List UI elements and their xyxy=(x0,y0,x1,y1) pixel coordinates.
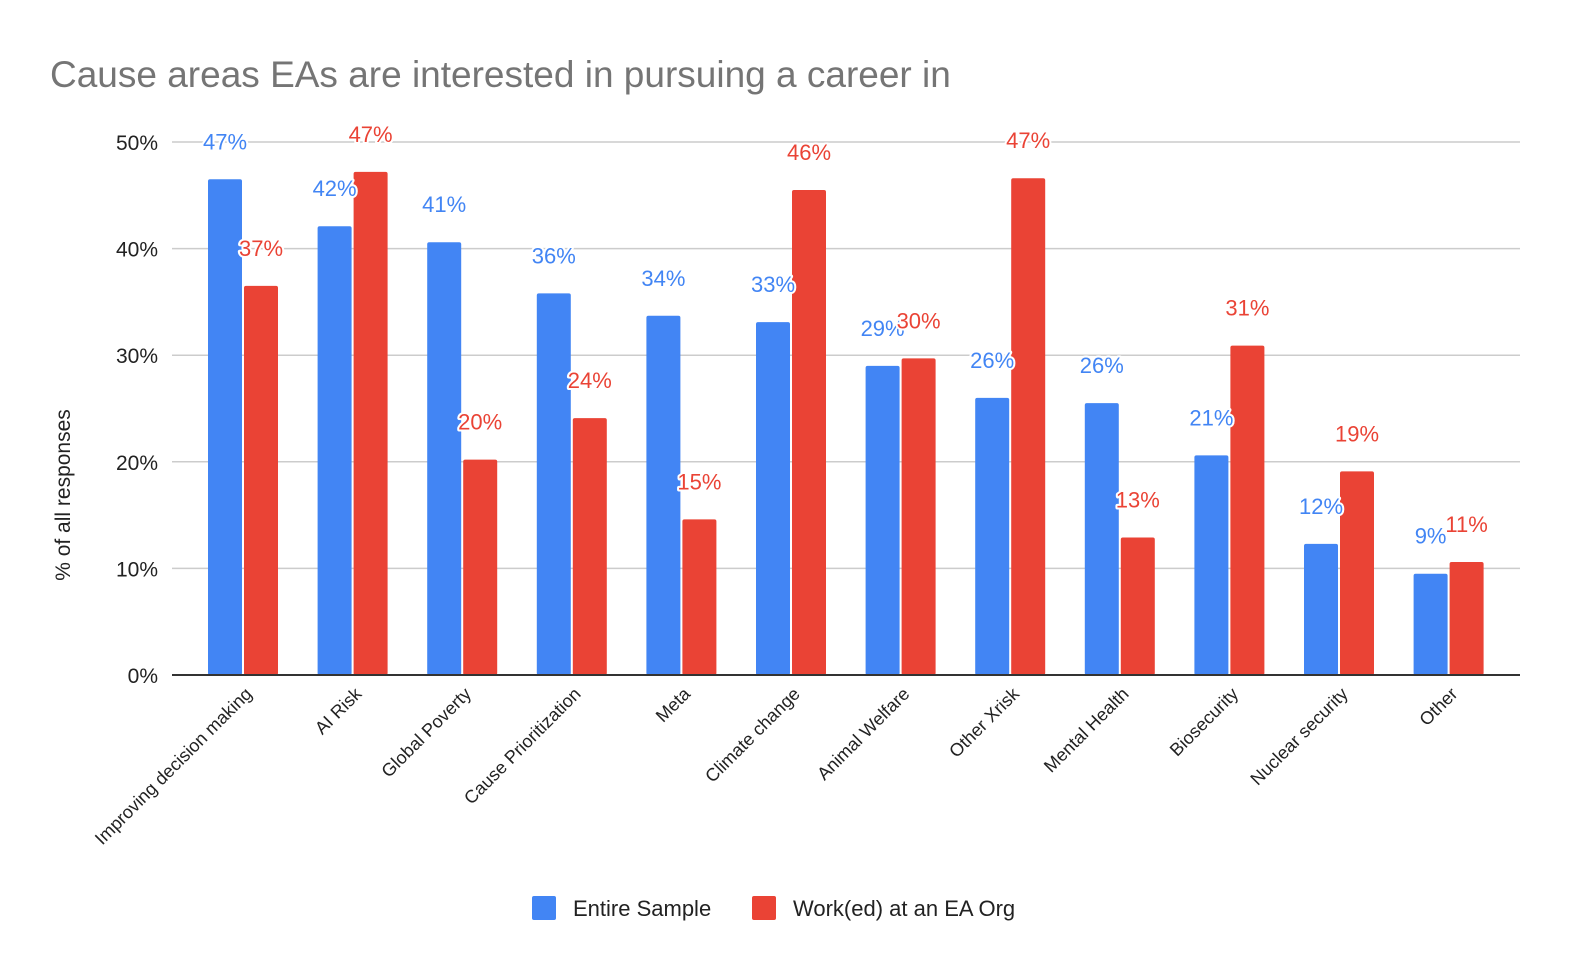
y-axis-ticks: 0% 10% 20% 30% 40% 50% xyxy=(116,132,158,688)
bar-work-ed-at-an-ea-org-other xyxy=(1449,562,1484,675)
data-label-entire-sample-climate-change: 33% xyxy=(751,272,795,297)
data-label-work-ed-at-an-ea-org-cause-prioritization: 24% xyxy=(568,368,612,393)
legend-swatch-worked-at-ea-org xyxy=(752,896,776,920)
bar-entire-sample-global-poverty xyxy=(427,242,462,676)
data-label-entire-sample-other: 9% xyxy=(1415,524,1447,549)
bar-work-ed-at-an-ea-org-mental-health xyxy=(1120,537,1155,675)
bars xyxy=(208,171,1484,676)
data-label-work-ed-at-an-ea-org-animal-welfare: 30% xyxy=(897,308,941,333)
y-tick-label: 0% xyxy=(128,665,158,688)
bar-entire-sample-nuclear-security xyxy=(1304,543,1338,675)
y-axis-label: % of all responses xyxy=(52,409,75,581)
data-label-entire-sample-other-xrisk: 26% xyxy=(970,348,1014,373)
data-label-work-ed-at-an-ea-org-global-poverty: 20% xyxy=(458,410,502,435)
data-label-work-ed-at-an-ea-org-biosecurity: 31% xyxy=(1225,296,1269,321)
y-tick-label: 30% xyxy=(116,345,158,368)
bar-entire-sample-other xyxy=(1413,573,1448,675)
y-tick-label: 20% xyxy=(116,452,158,475)
data-label-entire-sample-nuclear-security: 12% xyxy=(1299,494,1343,519)
bar-work-ed-at-an-ea-org-cause-prioritization xyxy=(572,418,607,675)
bar-entire-sample-meta xyxy=(646,315,681,675)
x-tick-label-other: Other xyxy=(1415,684,1461,730)
data-label-work-ed-at-an-ea-org-climate-change: 46% xyxy=(787,140,831,165)
bar-entire-sample-other-xrisk xyxy=(975,397,1010,675)
legend-label-worked-at-ea-org: Work(ed) at an EA Org xyxy=(793,896,1015,921)
y-tick-label: 10% xyxy=(116,558,158,581)
data-label-work-ed-at-an-ea-org-other-xrisk: 47% xyxy=(1006,128,1050,153)
bar-work-ed-at-an-ea-org-global-poverty xyxy=(463,459,498,675)
y-tick-label: 40% xyxy=(116,239,158,262)
data-label-work-ed-at-an-ea-org-nuclear-security: 19% xyxy=(1335,421,1379,446)
chart-title: Cause areas EAs are interested in pursui… xyxy=(50,54,951,95)
bar-entire-sample-mental-health xyxy=(1084,403,1119,675)
bar-entire-sample-climate-change xyxy=(756,322,790,675)
data-label-entire-sample-mental-health: 26% xyxy=(1080,353,1124,378)
legend: Entire Sample Work(ed) at an EA Org xyxy=(532,896,1015,921)
data-label-work-ed-at-an-ea-org-other: 11% xyxy=(1445,512,1487,537)
bar-work-ed-at-an-ea-org-other-xrisk xyxy=(1011,178,1046,675)
data-label-entire-sample-cause-prioritization: 36% xyxy=(532,243,576,268)
data-label-work-ed-at-an-ea-org-improving-decision-making: 37% xyxy=(239,236,283,261)
bar-entire-sample-improving-decision-making xyxy=(208,179,242,675)
bar-work-ed-at-an-ea-org-animal-welfare xyxy=(901,358,936,675)
data-label-entire-sample-biosecurity: 21% xyxy=(1189,405,1233,430)
bar-entire-sample-ai-risk xyxy=(317,226,352,676)
data-label-work-ed-at-an-ea-org-mental-health: 13% xyxy=(1116,487,1160,512)
x-tick-label-other-xrisk: Other Xrisk xyxy=(945,683,1024,762)
bar-entire-sample-animal-welfare xyxy=(865,365,900,675)
bar-work-ed-at-an-ea-org-biosecurity xyxy=(1230,345,1265,675)
bar-entire-sample-cause-prioritization xyxy=(536,293,571,675)
bar-work-ed-at-an-ea-org-meta xyxy=(682,519,717,675)
bar-work-ed-at-an-ea-org-nuclear-security xyxy=(1340,471,1374,675)
data-label-entire-sample-improving-decision-making: 47% xyxy=(203,129,247,154)
bar-entire-sample-biosecurity xyxy=(1194,455,1229,675)
x-tick-label-ai-risk: AI Risk xyxy=(311,683,366,738)
legend-swatch-entire-sample xyxy=(532,896,556,920)
x-tick-label-cause-prioritization: Cause Prioritization xyxy=(460,684,585,809)
x-tick-label-nuclear-security: Nuclear security xyxy=(1246,684,1351,789)
bar-work-ed-at-an-ea-org-improving-decision-making xyxy=(244,285,278,675)
bar-work-ed-at-an-ea-org-climate-change xyxy=(792,189,826,675)
x-tick-label-climate-change: Climate change xyxy=(701,684,804,787)
data-label-work-ed-at-an-ea-org-ai-risk: 47% xyxy=(349,122,393,147)
x-tick-label-biosecurity: Biosecurity xyxy=(1166,684,1242,760)
y-tick-label: 50% xyxy=(116,132,158,155)
x-tick-label-mental-health: Mental Health xyxy=(1040,684,1133,777)
data-label-entire-sample-meta: 34% xyxy=(641,266,685,291)
x-tick-label-animal-welfare: Animal Welfare xyxy=(813,684,913,784)
data-labels: 47%37%42%47%41%20%36%24%34%15%33%46%29%3… xyxy=(201,120,1490,551)
x-tick-label-improving-decision-making: Improving decision making xyxy=(91,684,256,849)
x-tick-label-global-poverty: Global Poverty xyxy=(377,684,475,782)
x-tick-label-meta: Meta xyxy=(652,683,695,726)
data-label-work-ed-at-an-ea-org-meta: 15% xyxy=(677,469,721,494)
data-label-entire-sample-global-poverty: 41% xyxy=(422,192,466,217)
data-label-entire-sample-ai-risk: 42% xyxy=(313,176,357,201)
x-axis-ticks: Improving decision making AI Risk Global P… xyxy=(91,683,1461,849)
gridlines xyxy=(172,141,1520,570)
data-label-entire-sample-animal-welfare: 29% xyxy=(861,316,905,341)
legend-label-entire-sample: Entire Sample xyxy=(573,896,711,921)
bar-work-ed-at-an-ea-org-ai-risk xyxy=(353,171,388,675)
